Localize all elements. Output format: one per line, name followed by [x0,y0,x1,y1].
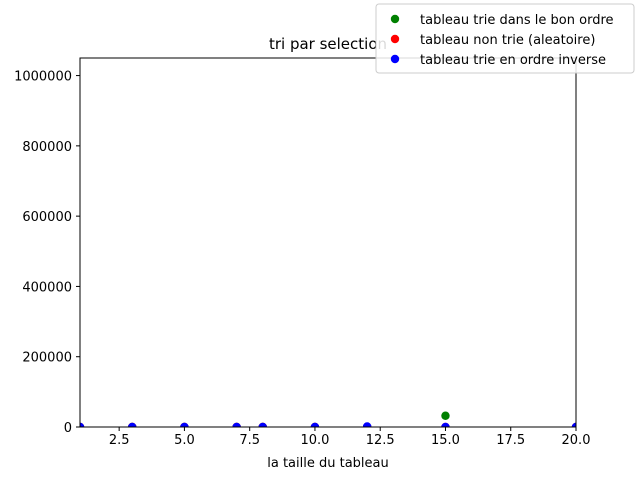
legend-label: tableau trie dans le bon ordre [420,13,614,28]
legend-box [375,3,635,74]
x-tick-label: 15.0 [431,433,460,448]
legend-label: tableau trie en ordre inverse [420,53,606,68]
data-point [258,422,267,427]
data-point [180,422,189,427]
x-axis-ticks: 2.5 5.0 7.5 10.0 12.5 15.0 17.5 20.0 [109,427,591,448]
x-tick-label: 10.0 [300,433,329,448]
data-point [80,422,85,427]
x-tick-label: 7.5 [239,433,260,448]
y-tick-label: 600000 [22,210,72,225]
y-tick-label: 800000 [22,140,72,155]
x-tick-label: 17.5 [496,433,525,448]
legend-marker [390,54,400,64]
legend-label: tableau non trie (aleatoire) [420,33,595,48]
data-points [80,411,576,427]
y-tick-label: 0 [64,421,72,436]
data-point [441,422,450,427]
data-point [571,422,576,427]
data-point [232,422,241,427]
data-point [362,422,372,427]
x-tick-label: 20.0 [562,433,591,448]
data-point [128,422,137,427]
legend-marker [390,14,400,24]
y-axis-ticks: 0 200000 400000 600000 800000 1000000 [14,70,80,436]
x-tick-label: 2.5 [109,433,130,448]
chart-title: tri par selection [269,35,387,53]
legend: tableau trie dans le bon ordre tableau no… [375,3,635,74]
y-tick-label: 400000 [22,280,72,295]
x-tick-label: 12.5 [366,433,395,448]
legend-marker [390,34,400,44]
data-point [441,411,450,420]
y-tick-label: 200000 [22,351,72,366]
x-axis-label: la taille du tableau [267,456,389,471]
plot-frame [79,57,577,428]
y-tick-label: 1000000 [14,70,72,85]
x-tick-label: 5.0 [174,433,195,448]
data-point [310,422,320,427]
